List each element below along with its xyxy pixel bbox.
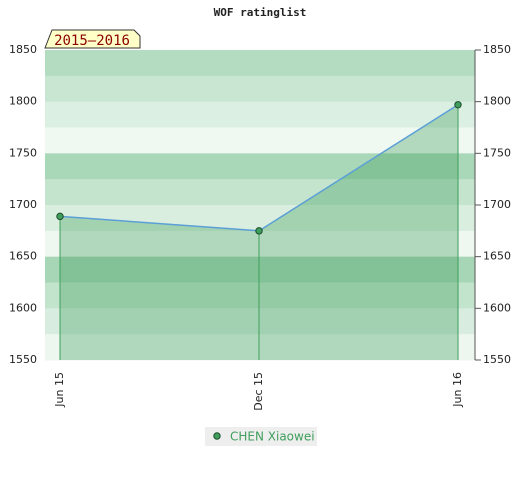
- plot-background: [45, 50, 475, 361]
- x-tick-label: Dec 15: [252, 372, 265, 411]
- band: [45, 50, 475, 77]
- chart-title: WOF ratinglist: [214, 6, 307, 19]
- legend-label: CHEN Xiaowei: [230, 430, 315, 444]
- point: [56, 212, 64, 221]
- x-tick-label: Jun 16: [451, 372, 464, 408]
- y-tick-label: 1800: [9, 95, 37, 108]
- point: [255, 227, 263, 235]
- y-tick-label: 1650: [9, 250, 37, 263]
- band: [45, 334, 475, 361]
- y2-tick-label: 1550: [483, 353, 511, 366]
- band: [45, 230, 475, 258]
- band: [45, 308, 475, 335]
- point: [454, 101, 462, 109]
- band: [45, 179, 475, 206]
- band: [45, 205, 475, 232]
- y2-tick-label: 1600: [483, 301, 511, 314]
- y-tick-label: 1750: [9, 146, 37, 159]
- y2-tick-label: 1750: [483, 146, 511, 159]
- y2-tick-label: 1650: [483, 250, 511, 263]
- band: [45, 256, 475, 283]
- y2-tick-label: 1850: [483, 43, 511, 56]
- y-tick-label: 1600: [9, 301, 37, 314]
- y2-tick-label: 1700: [483, 198, 511, 211]
- x-tick-label: Jun 15: [53, 372, 66, 408]
- band: [45, 282, 475, 309]
- band: [45, 127, 475, 154]
- legend-marker: [213, 432, 221, 440]
- y-tick-label: 1700: [9, 198, 37, 211]
- badge: 2015–2016: [54, 33, 130, 49]
- y-tick-label: 1850: [9, 43, 37, 56]
- plot: [56, 101, 462, 361]
- band: [45, 153, 475, 180]
- band: [45, 101, 475, 128]
- band: [45, 75, 475, 103]
- y-tick-label: 1550: [9, 353, 37, 366]
- y2-tick-label: 1800: [483, 95, 511, 108]
- badge-box: [44, 29, 141, 49]
- legend: [205, 427, 317, 446]
